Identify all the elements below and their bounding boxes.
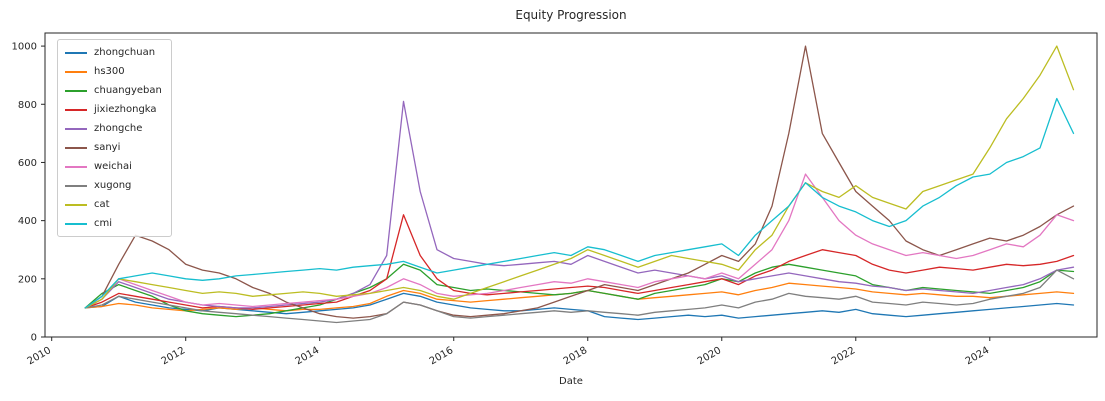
series-line-sanyi bbox=[84, 45, 1075, 319]
y-tick-label: 200 bbox=[18, 274, 37, 285]
chart-title: Equity Progression bbox=[515, 8, 627, 22]
legend-swatch-zhongchuan bbox=[65, 51, 87, 54]
legend: zhongchuan hs300 chuangyeban jixiezhongka zh… bbox=[57, 39, 172, 237]
legend-label: zhongchuan bbox=[94, 47, 156, 58]
series-line-zhongchuan bbox=[84, 292, 1075, 321]
legend-label: zhongche bbox=[94, 123, 143, 134]
plot-frame bbox=[44, 32, 1098, 338]
series-line-weichai bbox=[84, 173, 1075, 309]
legend-swatch-zhongche bbox=[65, 127, 87, 130]
legend-label: weichai bbox=[94, 161, 132, 172]
x-tick-label: 2012 bbox=[160, 345, 188, 367]
legend-item-weichai: weichai bbox=[65, 159, 162, 174]
x-tick-label: 2020 bbox=[696, 345, 724, 367]
legend-swatch-xugong bbox=[65, 184, 87, 187]
x-tick-label: 2016 bbox=[428, 345, 456, 367]
legend-label: cat bbox=[94, 199, 110, 210]
legend-item-sanyi: sanyi bbox=[65, 140, 162, 155]
series-line-jixiezhongka bbox=[84, 214, 1075, 311]
y-tick-label: 400 bbox=[18, 216, 37, 227]
legend-item-zhongche: zhongche bbox=[65, 121, 162, 136]
legend-label: chuangyeban bbox=[94, 85, 162, 96]
legend-swatch-weichai bbox=[65, 165, 87, 168]
legend-swatch-cat bbox=[65, 203, 87, 206]
legend-item-chuangyeban: chuangyeban bbox=[65, 83, 162, 98]
x-tick-label: 2010 bbox=[26, 345, 54, 367]
x-tick-label: 2024 bbox=[964, 345, 992, 367]
x-tick-label: 2014 bbox=[294, 345, 322, 367]
series-line-cmi bbox=[84, 97, 1075, 309]
legend-item-cat: cat bbox=[65, 197, 162, 212]
legend-swatch-hs300 bbox=[65, 70, 87, 73]
y-tick-label: 800 bbox=[18, 100, 37, 111]
y-tick-label: 1000 bbox=[12, 42, 37, 53]
series-line-xugong bbox=[84, 269, 1075, 324]
legend-item-jixiezhongka: jixiezhongka bbox=[65, 102, 162, 117]
legend-swatch-chuangyeban bbox=[65, 89, 87, 92]
legend-label: sanyi bbox=[94, 142, 121, 153]
x-tick-label: 2022 bbox=[830, 345, 858, 367]
legend-item-hs300: hs300 bbox=[65, 64, 162, 79]
legend-label: cmi bbox=[94, 218, 113, 229]
legend-item-zhongchuan: zhongchuan bbox=[65, 45, 162, 60]
y-tick-label: 600 bbox=[18, 158, 37, 169]
legend-label: jixiezhongka bbox=[94, 104, 157, 115]
y-tick-label: 0 bbox=[31, 333, 37, 344]
legend-item-cmi: cmi bbox=[65, 216, 162, 231]
legend-swatch-sanyi bbox=[65, 146, 87, 149]
series-line-cat bbox=[84, 45, 1075, 309]
series-line-zhongche bbox=[84, 100, 1075, 309]
legend-label: xugong bbox=[94, 180, 132, 191]
x-tick-label: 2018 bbox=[562, 345, 590, 367]
legend-swatch-jixiezhongka bbox=[65, 108, 87, 111]
x-axis-title: Date bbox=[559, 376, 583, 387]
legend-label: hs300 bbox=[94, 66, 125, 77]
legend-swatch-cmi bbox=[65, 222, 87, 225]
legend-item-xugong: xugong bbox=[65, 178, 162, 193]
